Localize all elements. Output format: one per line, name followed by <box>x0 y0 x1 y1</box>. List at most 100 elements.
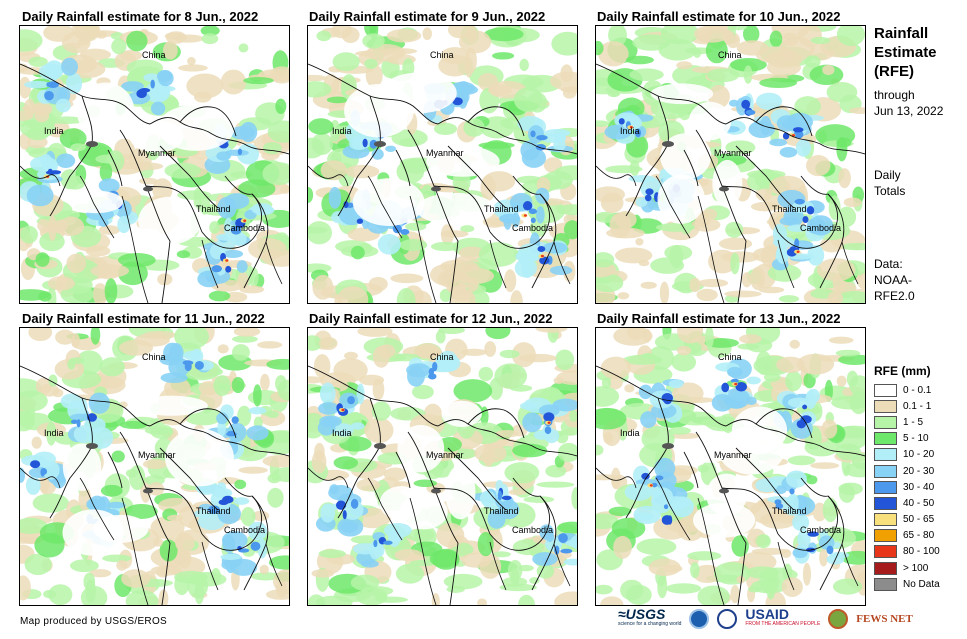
legend-label: 1 - 5 <box>903 416 924 428</box>
legend-swatch <box>874 399 897 413</box>
legend-item: 50 - 65 <box>874 512 940 528</box>
legend-label: 40 - 50 <box>903 497 935 509</box>
rainfall-field <box>20 328 289 605</box>
legend-swatch <box>874 561 897 575</box>
legend-item: 1 - 5 <box>874 414 940 430</box>
legend-label: > 100 <box>903 562 929 574</box>
country-label-thailand: Thailand <box>484 204 519 214</box>
rainfall-map-panel: China India Myanmar Thailand Cambodia <box>19 327 290 606</box>
legend-label: 30 - 40 <box>903 481 935 493</box>
legend-swatch <box>874 448 897 462</box>
fews-wordmark: FEWS NET <box>856 613 913 625</box>
rainfall-field <box>20 26 289 303</box>
rainfall-map-panel: China India Myanmar Thailand Cambodia <box>307 25 578 304</box>
through-value: Jun 13, 2022 <box>874 104 944 118</box>
legend-label: 65 - 80 <box>903 530 935 542</box>
legend-swatch <box>874 383 897 397</box>
country-label-thailand: Thailand <box>772 506 807 516</box>
rainfall-field <box>596 328 865 605</box>
panel-title: Daily Rainfall estimate for 11 Jun., 202… <box>22 311 265 326</box>
legend-item: 40 - 50 <box>874 495 940 511</box>
country-label-india: India <box>332 126 352 136</box>
data-line: RFE2.0 <box>874 289 915 303</box>
legend-item: 5 - 10 <box>874 431 940 447</box>
country-label-china: China <box>718 50 742 60</box>
legend-swatch <box>874 480 897 494</box>
country-label-myanmar: Myanmar <box>138 148 176 158</box>
legend-item: No Data <box>874 576 940 592</box>
country-label-cambodia: Cambodia <box>224 525 266 535</box>
legend-title: RFE (mm) <box>874 364 931 378</box>
legend-swatch <box>874 577 897 591</box>
country-label-thailand: Thailand <box>196 204 231 214</box>
legend-item: 0 - 0.1 <box>874 382 940 398</box>
legend-swatch <box>874 415 897 429</box>
country-label-china: China <box>142 352 166 362</box>
legend-label: 0.1 - 1 <box>903 400 932 412</box>
rainfall-map-panel: China India Myanmar Thailand Cambodia <box>595 25 866 304</box>
country-label-india: India <box>44 428 64 438</box>
country-label-china: China <box>142 50 166 60</box>
noaa-seal-icon <box>689 609 710 629</box>
totals-line: Totals <box>874 184 906 198</box>
rainfall-field <box>308 328 577 605</box>
legend-label: 80 - 100 <box>903 546 940 558</box>
legend-swatch <box>874 464 897 478</box>
usgs-tagline: science for a changing world <box>618 621 682 627</box>
country-label-thailand: Thailand <box>772 204 807 214</box>
panel-title: Daily Rainfall estimate for 8 Jun., 2022 <box>22 9 259 24</box>
panel-title: Daily Rainfall estimate for 9 Jun., 2022 <box>309 9 546 24</box>
legend-label: 50 - 65 <box>903 514 935 526</box>
legend-item: 10 - 20 <box>874 447 940 463</box>
panel-title: Daily Rainfall estimate for 10 Jun., 202… <box>597 9 841 24</box>
country-label-india: India <box>332 428 352 438</box>
legend-label: No Data <box>903 578 940 590</box>
title-line: Estimate <box>874 44 937 61</box>
country-label-cambodia: Cambodia <box>512 223 554 233</box>
usaid-wordmark: USAID <box>745 606 789 622</box>
panel-title: Daily Rainfall estimate for 12 Jun., 202… <box>309 311 553 326</box>
usaid-seal-icon <box>717 609 738 629</box>
legend-swatch <box>874 432 897 446</box>
usgs-logo: ≈USGS science for a changing world <box>618 606 682 629</box>
country-label-china: China <box>430 352 454 362</box>
country-label-myanmar: Myanmar <box>714 148 752 158</box>
country-label-india: India <box>620 126 640 136</box>
rainfall-field <box>308 26 577 303</box>
usaid-logo: USAID FROM THE AMERICAN PEOPLE <box>745 606 821 629</box>
data-line: NOAA- <box>874 273 913 287</box>
legend-swatch <box>874 496 897 510</box>
rainfall-map-panel: China India Myanmar Thailand Cambodia <box>595 327 866 606</box>
usgs-wordmark: ≈USGS <box>618 606 666 622</box>
country-label-thailand: Thailand <box>484 506 519 516</box>
usaid-tagline: FROM THE AMERICAN PEOPLE <box>745 621 821 627</box>
legend-item: 80 - 100 <box>874 544 940 560</box>
fews-seal-icon <box>828 609 849 629</box>
country-label-cambodia: Cambodia <box>800 223 842 233</box>
legend-item: 20 - 30 <box>874 463 940 479</box>
country-label-cambodia: Cambodia <box>224 223 266 233</box>
legend-label: 20 - 30 <box>903 465 935 477</box>
rainfall-map-panel: China India Myanmar Thailand Cambodia <box>19 25 290 304</box>
data-source: Data: NOAA- RFE2.0 <box>874 256 915 304</box>
country-label-china: China <box>718 352 742 362</box>
legend-label: 5 - 10 <box>903 433 929 445</box>
rainfall-map-panel: China India Myanmar Thailand Cambodia <box>307 327 578 606</box>
sidebar-title: Rainfall Estimate (RFE) <box>874 24 937 81</box>
country-label-cambodia: Cambodia <box>512 525 554 535</box>
country-label-myanmar: Myanmar <box>138 450 176 460</box>
legend-item: 65 - 80 <box>874 528 940 544</box>
legend-swatch <box>874 513 897 527</box>
through-date: through Jun 13, 2022 <box>874 87 943 119</box>
totals-line: Daily <box>874 168 901 182</box>
legend-label: 0 - 0.1 <box>903 384 932 396</box>
country-label-myanmar: Myanmar <box>426 148 464 158</box>
legend-swatch <box>874 545 897 559</box>
legend: 0 - 0.1 0.1 - 1 1 - 5 5 - 10 10 - 20 20 - 30 3… <box>874 382 940 592</box>
through-label: through <box>874 88 915 102</box>
country-label-myanmar: Myanmar <box>426 450 464 460</box>
country-label-india: India <box>44 126 64 136</box>
logo-strip: ≈USGS science for a changing world USAID… <box>618 606 913 629</box>
panel-title: Daily Rainfall estimate for 13 Jun., 202… <box>597 311 841 326</box>
legend-label: 10 - 20 <box>903 449 935 461</box>
